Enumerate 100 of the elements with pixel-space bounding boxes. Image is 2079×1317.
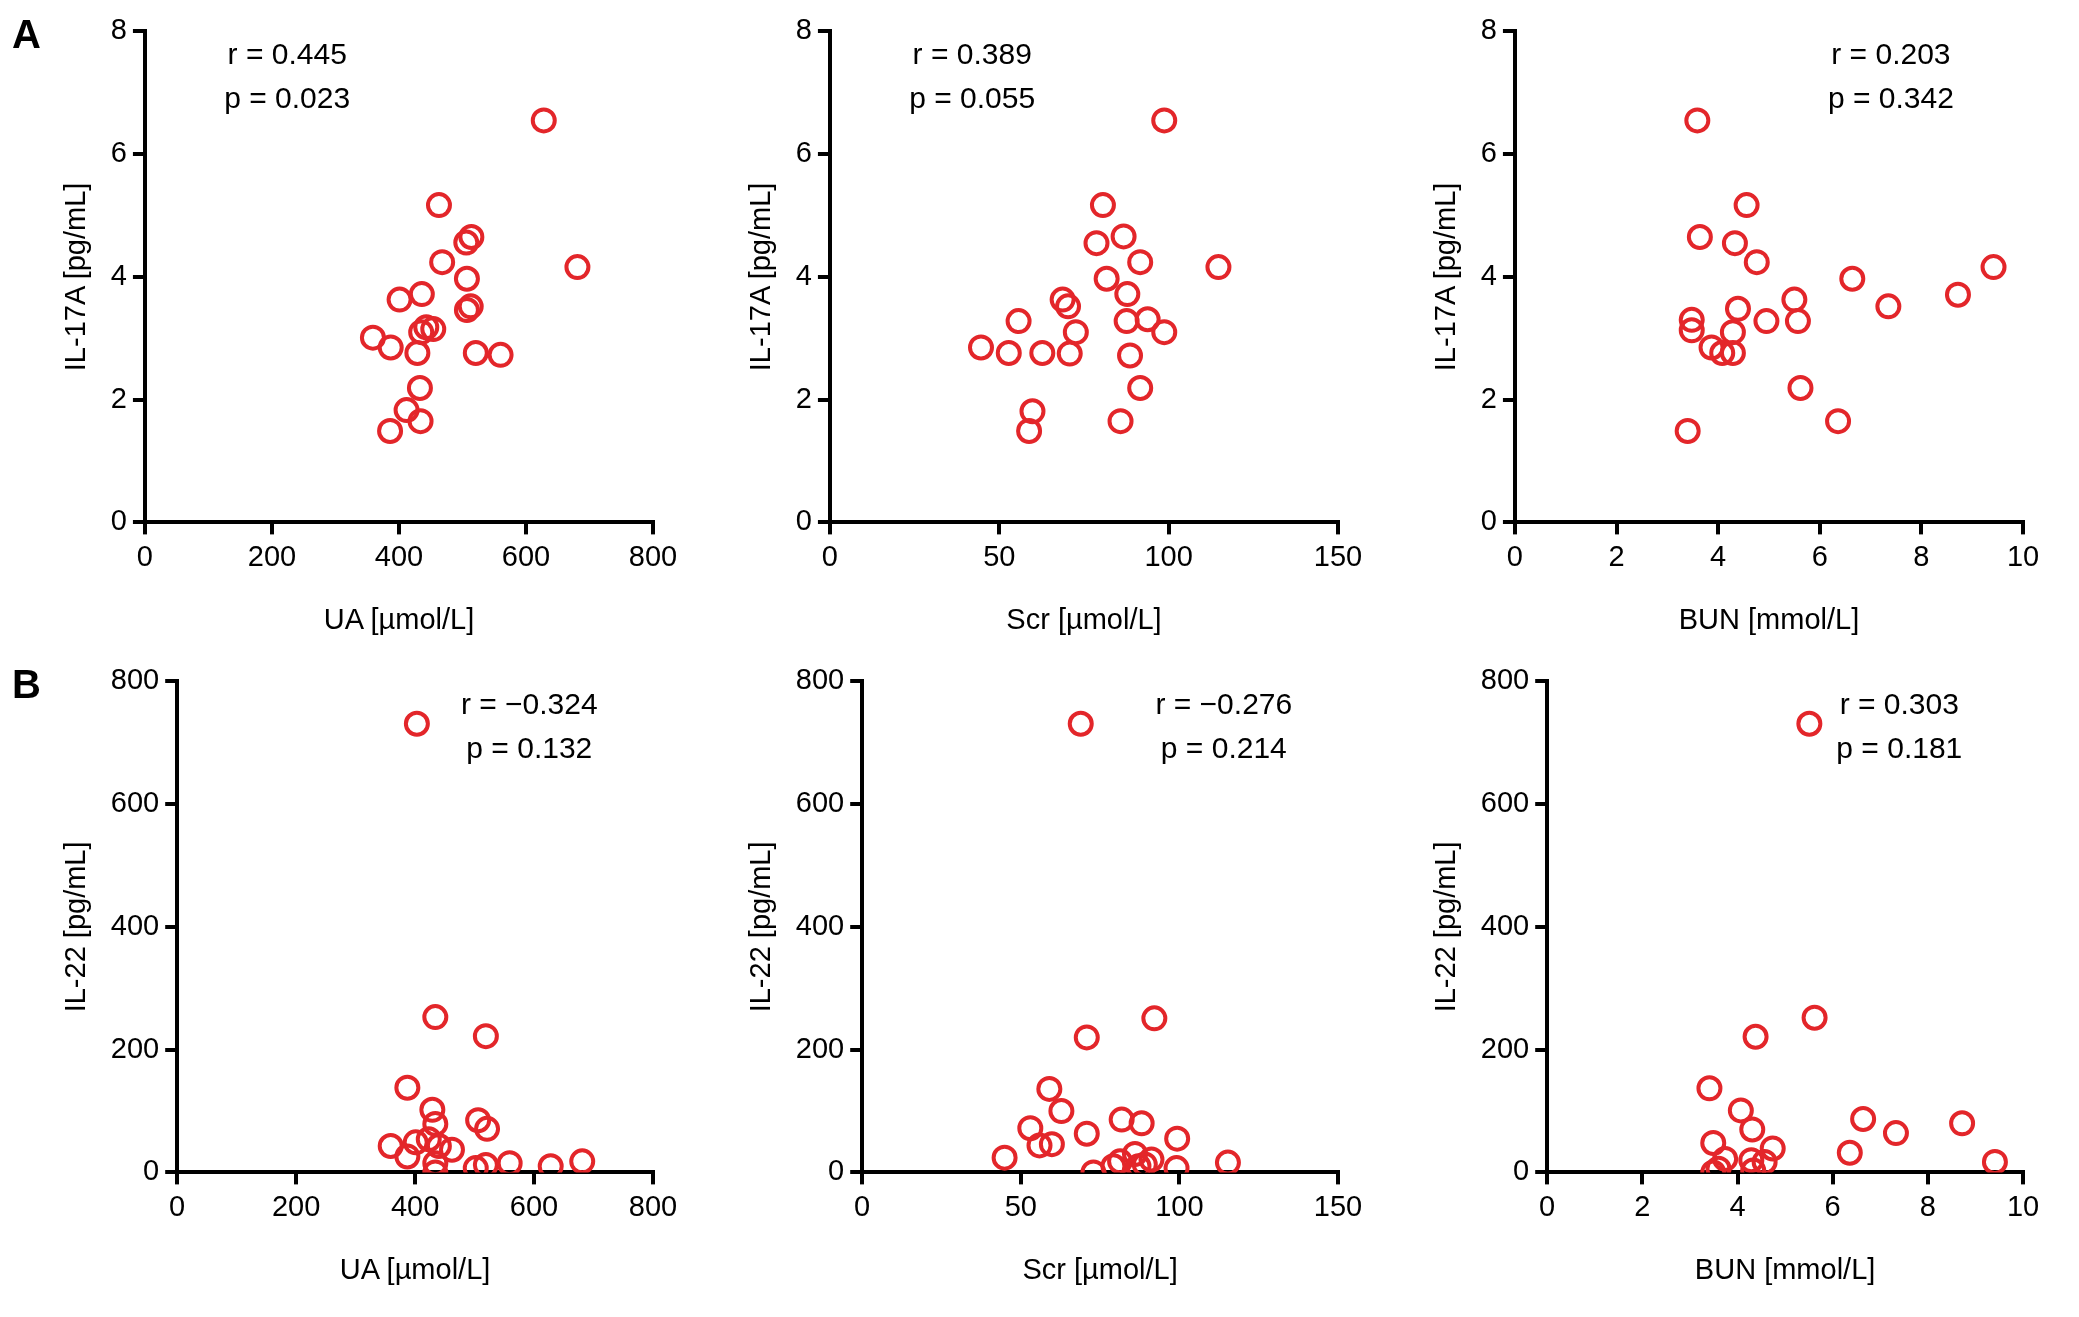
point — [425, 192, 452, 219]
point — [1083, 230, 1110, 257]
point — [1739, 1116, 1766, 1143]
point — [1151, 319, 1178, 346]
point — [496, 1150, 523, 1173]
point — [1727, 1097, 1754, 1124]
y-tick-label: 4 — [110, 258, 127, 291]
annotation: r = 0.445 — [227, 37, 347, 71]
annotation: p = 0.181 — [1836, 731, 1963, 765]
x-tick-label: 50 — [983, 539, 1016, 572]
point — [1205, 254, 1232, 281]
annotation: p = 0.055 — [909, 81, 1036, 115]
point — [1062, 319, 1089, 346]
y-tick-label: 4 — [795, 258, 812, 291]
point — [422, 1110, 449, 1137]
point — [407, 408, 434, 435]
x-axis-title: UA [µmol/L] — [323, 602, 475, 635]
x-tick-label: 400 — [374, 539, 424, 572]
y-tick-label: 400 — [795, 908, 845, 941]
x-axis-title: BUN [mmol/L] — [1678, 602, 1860, 635]
y-tick-label: 8 — [110, 13, 127, 46]
point — [569, 1148, 596, 1173]
y-tick-label: 8 — [795, 13, 812, 46]
point — [406, 374, 433, 401]
point — [462, 340, 489, 367]
x-tick-label: 10 — [2006, 539, 2040, 572]
y-tick-label: 600 — [1480, 786, 1530, 819]
x-tick-label: 0 — [854, 1189, 871, 1222]
point — [472, 1023, 499, 1050]
x-tick-label: 10 — [2006, 1189, 2040, 1222]
x-tick-label: 100 — [1144, 539, 1193, 572]
point — [1825, 408, 1852, 435]
point — [438, 1136, 465, 1163]
point — [1127, 374, 1154, 401]
point — [1114, 281, 1141, 308]
y-axis-title: IL-17A [pg/mL] — [1429, 182, 1462, 372]
point — [1138, 1146, 1165, 1173]
y-tick-label: 0 — [110, 504, 127, 537]
point — [1882, 1120, 1909, 1147]
point — [1719, 319, 1746, 346]
point — [1700, 1129, 1727, 1156]
point — [1036, 1075, 1063, 1102]
point — [420, 316, 447, 343]
point — [487, 341, 514, 368]
y-tick-label: 6 — [110, 136, 127, 169]
point — [1721, 230, 1748, 257]
point — [1016, 417, 1043, 444]
annotation: p = 0.342 — [1827, 81, 1954, 115]
point — [1134, 306, 1161, 333]
point — [1048, 1098, 1075, 1125]
point — [1056, 340, 1083, 367]
y-tick-label: 800 — [795, 663, 845, 696]
point — [419, 1096, 446, 1123]
point — [408, 281, 435, 308]
text: A — [12, 12, 41, 57]
point — [1049, 286, 1076, 313]
point — [413, 314, 440, 341]
x-tick-label: 100 — [1155, 1189, 1204, 1222]
point — [1801, 1004, 1828, 1031]
x-tick-label: 8 — [1919, 1189, 1936, 1222]
y-tick-label: 0 — [1513, 1154, 1530, 1187]
x-tick-label: 0 — [1539, 1189, 1556, 1222]
annotation: r = −0.276 — [1155, 687, 1293, 721]
point — [995, 340, 1022, 367]
point — [425, 1133, 452, 1160]
point — [1678, 306, 1705, 333]
point — [1067, 710, 1094, 737]
x-tick-label: 4 — [1710, 539, 1727, 572]
y-tick-label: 800 — [1480, 663, 1530, 696]
point — [1005, 308, 1032, 335]
y-tick-label: 400 — [110, 908, 160, 941]
x-axis-title: BUN [mmol/L] — [1694, 1252, 1876, 1285]
y-tick-label: 200 — [110, 1031, 160, 1064]
point — [1787, 374, 1814, 401]
x-tick-label: 2 — [1634, 1189, 1651, 1222]
point — [402, 1129, 429, 1156]
x-tick-label: 50 — [1004, 1189, 1037, 1222]
x-tick-label: 0 — [169, 1189, 186, 1222]
y-tick-label: 400 — [1480, 908, 1530, 941]
point — [1214, 1149, 1241, 1173]
annotation: r = 0.203 — [1831, 37, 1951, 71]
point — [1981, 1148, 2008, 1173]
y-tick-label: 2 — [795, 381, 812, 414]
point — [1141, 1005, 1168, 1032]
point — [1151, 107, 1178, 134]
point — [1784, 308, 1811, 335]
x-axis-title: UA [µmol/L] — [339, 1252, 491, 1285]
y-tick-label: 600 — [795, 786, 845, 819]
point — [393, 397, 420, 424]
point — [1107, 1148, 1134, 1173]
point — [1712, 1145, 1739, 1172]
text: B — [12, 662, 41, 707]
point — [1875, 293, 1902, 320]
point — [1709, 340, 1736, 367]
x-tick-label: 8 — [1913, 539, 1930, 572]
y-tick-label: 200 — [1480, 1031, 1530, 1064]
point — [1019, 398, 1046, 425]
y-tick-label: 2 — [1480, 381, 1497, 414]
point — [1724, 295, 1751, 322]
y-axis-title: IL-22 [pg/mL] — [1429, 841, 1462, 1013]
